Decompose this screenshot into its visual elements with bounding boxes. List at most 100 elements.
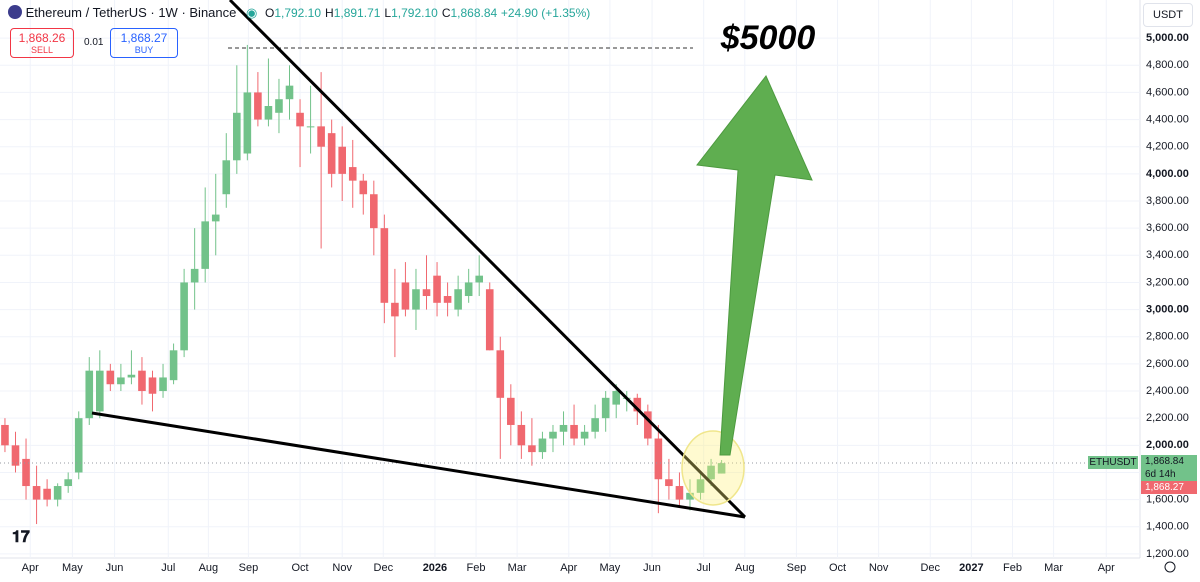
x-tick-label: Mar bbox=[1044, 562, 1063, 574]
candle-body bbox=[370, 194, 378, 229]
candle-body bbox=[348, 167, 357, 181]
ohlc-value: 1,868.84 bbox=[450, 6, 498, 20]
candle-body bbox=[233, 112, 241, 161]
last-price: 1,868.84 bbox=[1145, 456, 1184, 467]
candle-body bbox=[180, 282, 188, 351]
y-tick-label: 3,000.00 bbox=[1146, 304, 1189, 316]
candle-body bbox=[296, 112, 304, 127]
y-tick-label: 3,600.00 bbox=[1146, 222, 1189, 234]
candle-body bbox=[32, 486, 41, 500]
candle-body bbox=[485, 289, 494, 351]
candle-body bbox=[117, 377, 125, 385]
ohlc-value: 1,891.71 bbox=[333, 6, 381, 20]
candle-body bbox=[74, 418, 83, 473]
y-tick-label: 4,600.00 bbox=[1146, 86, 1189, 98]
candle-body bbox=[243, 92, 252, 154]
spread: 0.01 bbox=[84, 37, 104, 48]
trendline-lower bbox=[91, 411, 746, 519]
y-tick-label: 5,000.00 bbox=[1146, 32, 1189, 44]
buy-button[interactable]: 1,868.27 BUY bbox=[110, 28, 178, 58]
x-tick-label: 2027 bbox=[959, 562, 983, 574]
candle-body bbox=[644, 411, 652, 439]
candle-body bbox=[580, 431, 589, 439]
candle-body bbox=[285, 85, 294, 100]
y-tick-label: 1,200.00 bbox=[1146, 548, 1189, 560]
candle-body bbox=[264, 106, 273, 120]
candle-body bbox=[127, 374, 136, 378]
y-tick-label: 2,200.00 bbox=[1146, 412, 1189, 424]
candle-body bbox=[22, 458, 30, 487]
ohlc-key: C bbox=[441, 6, 451, 20]
y-tick-label: 1,400.00 bbox=[1146, 521, 1189, 533]
candle-body bbox=[675, 486, 684, 500]
candle-body bbox=[496, 350, 505, 398]
sell-button[interactable]: 1,868.26 SELL bbox=[10, 28, 74, 58]
x-tick-label: Dec bbox=[920, 562, 940, 574]
candle-body bbox=[665, 479, 673, 487]
x-tick-label: Sep bbox=[787, 562, 807, 574]
settings-icon[interactable] bbox=[1164, 561, 1176, 573]
candle-body bbox=[159, 377, 167, 392]
candle-body bbox=[422, 289, 431, 297]
candle-body bbox=[317, 126, 325, 147]
buy-label: BUY bbox=[134, 45, 154, 55]
candle-body bbox=[64, 479, 72, 487]
y-tick-label: 2,000.00 bbox=[1146, 439, 1189, 451]
candle-body bbox=[359, 180, 368, 195]
ohlc: O1,792.10 H1,891.71 L1,792.10 C1,868.84 bbox=[261, 6, 497, 20]
x-tick-label: May bbox=[62, 562, 83, 574]
x-tick-label: May bbox=[599, 562, 620, 574]
y-tick-label: 2,800.00 bbox=[1146, 331, 1189, 343]
last-price-tag: 1,868.84 6d 14h bbox=[1141, 455, 1197, 481]
ohlc-key: L bbox=[384, 6, 392, 20]
candle-body bbox=[454, 289, 462, 310]
legend: Ethereum / TetherUS · 1W · Binance ◉ O1,… bbox=[8, 5, 590, 21]
ohlc-key: H bbox=[325, 6, 334, 20]
candle-body bbox=[53, 486, 62, 500]
sell-price: 1,868.26 bbox=[18, 31, 66, 45]
candle-body bbox=[254, 92, 262, 120]
candle-body bbox=[338, 146, 347, 174]
x-tick-label: Oct bbox=[291, 562, 308, 574]
candle-body bbox=[401, 282, 410, 310]
candle-body bbox=[475, 275, 484, 283]
candles bbox=[1, 44, 726, 525]
x-tick-label: Dec bbox=[374, 562, 394, 574]
x-tick-label: Apr bbox=[22, 562, 39, 574]
candle-body bbox=[85, 370, 94, 419]
x-tick-label: Aug bbox=[199, 562, 219, 574]
trendline-upper bbox=[228, 0, 747, 519]
eye-icon[interactable]: ◉ bbox=[246, 5, 258, 20]
y-tick-label: 3,800.00 bbox=[1146, 195, 1189, 207]
arrow bbox=[696, 75, 813, 456]
candle-body bbox=[570, 424, 578, 439]
candle-body bbox=[654, 438, 663, 480]
sell-label: SELL bbox=[30, 45, 54, 55]
ohlc-key: O bbox=[264, 6, 275, 20]
candle-body bbox=[138, 370, 146, 392]
candle-body bbox=[169, 350, 178, 381]
currency-button[interactable]: USDT bbox=[1143, 3, 1193, 27]
candle-body bbox=[507, 397, 515, 425]
candle-body bbox=[106, 370, 115, 385]
x-tick-label: Sep bbox=[239, 562, 259, 574]
y-tick-label: 2,600.00 bbox=[1146, 358, 1189, 370]
candle-body bbox=[391, 302, 399, 317]
candle-body bbox=[601, 397, 610, 419]
countdown: 6d 14h bbox=[1145, 469, 1176, 480]
x-tick-label: Nov bbox=[332, 562, 352, 574]
candle-body bbox=[380, 228, 389, 303]
symbol: Ethereum / TetherUS · 1W · Binance bbox=[25, 5, 237, 20]
y-tick-label: 4,800.00 bbox=[1146, 59, 1189, 71]
candle-body bbox=[412, 289, 420, 310]
candle-body bbox=[201, 221, 209, 269]
candle-body bbox=[696, 479, 705, 493]
y-tick-label: 4,400.00 bbox=[1146, 113, 1189, 125]
ticker-label: ETHUSDT bbox=[1088, 456, 1138, 469]
candle-body bbox=[1, 424, 9, 446]
x-tick-label: Oct bbox=[829, 562, 846, 574]
candle-body bbox=[633, 397, 642, 412]
candle-body bbox=[222, 160, 231, 195]
